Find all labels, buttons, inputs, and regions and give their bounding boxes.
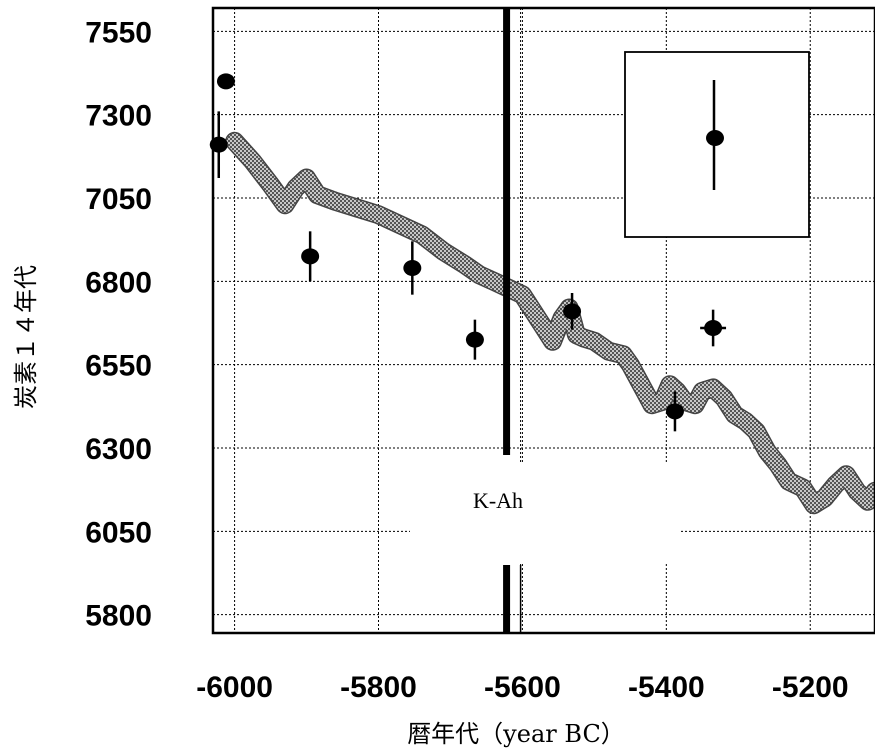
x-tick-label: -6000 — [196, 671, 273, 704]
y-tick-label: 6300 — [85, 433, 152, 466]
y-tick-label: 6050 — [85, 516, 152, 549]
data-point — [563, 293, 582, 330]
y-tick-label: 6800 — [85, 266, 152, 299]
annotation-mask — [410, 462, 680, 562]
x-tick-label: -5600 — [484, 671, 561, 704]
point-marker — [301, 248, 320, 265]
y-tick-label: 7300 — [85, 100, 152, 133]
calibration-curve — [226, 133, 875, 513]
data-point — [216, 73, 235, 90]
point-marker — [704, 320, 723, 336]
calibration-curve-band — [225, 131, 875, 515]
data-point — [665, 391, 684, 432]
data-points — [209, 73, 727, 432]
point-marker — [209, 136, 228, 153]
k-ah-label: K-Ah — [473, 488, 523, 513]
y-tick-label: 5800 — [85, 600, 152, 633]
x-tick-label: -5800 — [340, 671, 417, 704]
point-marker — [216, 73, 235, 90]
data-point — [465, 319, 484, 360]
y-tick-label: 7050 — [85, 183, 152, 216]
data-point — [209, 111, 228, 178]
inset-box — [624, 51, 810, 238]
y-axis-label: 炭素１４年代 — [12, 265, 40, 409]
x-tick-label: -5400 — [628, 671, 705, 704]
data-point — [403, 241, 422, 295]
x-tick-labels: -6000 -5800 -5600 -5400 -5200 — [196, 671, 848, 704]
point-marker — [665, 403, 684, 420]
y-tick-label: 6550 — [85, 350, 152, 383]
data-point — [700, 309, 727, 347]
point-marker — [465, 331, 484, 348]
x-axis-label: 暦年代（year BC） — [407, 720, 625, 748]
point-marker — [563, 303, 582, 320]
y-tick-labels: 7550 7300 7050 6800 6550 6300 6050 5800 — [85, 16, 152, 632]
data-point — [301, 231, 320, 282]
k-ah-marker — [503, 8, 522, 633]
point-marker — [403, 260, 422, 276]
y-tick-label: 7550 — [85, 16, 152, 49]
x-tick-label: -5200 — [772, 671, 849, 704]
plot-frame — [211, 6, 875, 635]
